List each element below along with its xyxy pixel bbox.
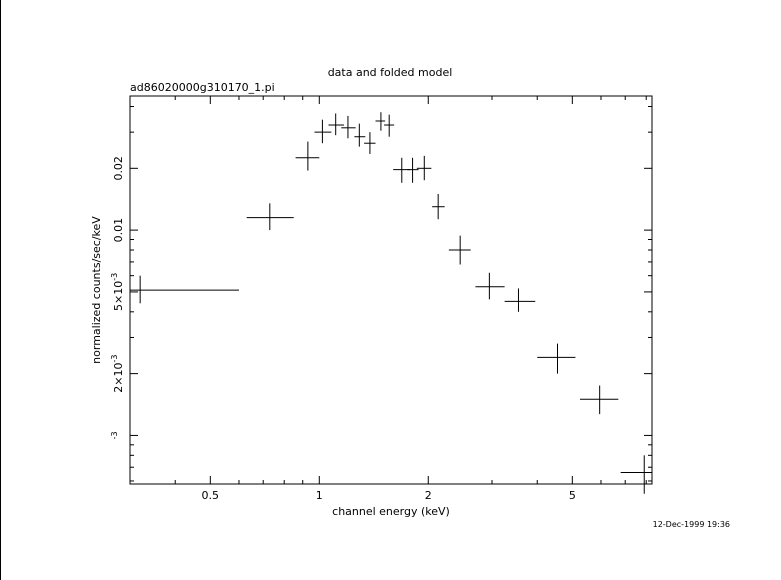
x-tick-label: 2 xyxy=(425,489,432,502)
data-point xyxy=(432,193,445,220)
data-point xyxy=(448,235,471,265)
data-point xyxy=(375,112,386,131)
y-tick-label: 0.02 xyxy=(112,156,125,181)
x-tick-label: 0.5 xyxy=(202,489,220,502)
y-tick-label: -3 xyxy=(110,431,119,439)
data-point xyxy=(504,288,536,312)
data-point xyxy=(416,155,432,181)
y-axis-label: normalized counts/sec/keV xyxy=(90,216,103,364)
data-point xyxy=(364,132,376,154)
data-point xyxy=(407,157,419,183)
y-tick-label: 2×10-3 xyxy=(110,355,125,393)
data-point xyxy=(620,455,652,494)
data-point xyxy=(354,123,366,147)
window-left-border xyxy=(0,0,1,580)
x-tick-label: 5 xyxy=(569,489,576,502)
y-tick-label: 0.01 xyxy=(112,218,125,243)
data-point xyxy=(130,275,239,304)
data-point xyxy=(475,272,505,300)
chart-subtitle: ad86020000g310170_1.pi xyxy=(130,81,275,94)
y-tick-label: 5×10-3 xyxy=(110,273,125,311)
timestamp: 12-Dec-1999 19:36 xyxy=(653,520,730,529)
data-point xyxy=(384,114,395,137)
x-axis: 0.5 1 2 5 xyxy=(129,96,647,502)
x-axis-label: channel energy (keV) xyxy=(332,505,450,518)
data-point xyxy=(341,115,356,139)
data-point xyxy=(579,385,619,415)
data-point xyxy=(314,119,332,144)
data-point xyxy=(393,157,410,183)
chart-title: data and folded model xyxy=(328,66,453,79)
y-axis: -3 2×10-3 5×10-3 0.01 0.02 xyxy=(110,106,652,482)
x-tick-label: 1 xyxy=(316,489,323,502)
data-points xyxy=(130,112,652,494)
data-point xyxy=(328,113,344,136)
data-point xyxy=(295,141,320,171)
data-point xyxy=(246,203,294,231)
data-point xyxy=(537,343,576,374)
